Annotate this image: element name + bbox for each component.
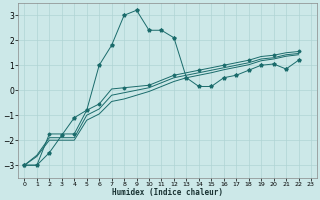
X-axis label: Humidex (Indice chaleur): Humidex (Indice chaleur): [112, 188, 223, 197]
